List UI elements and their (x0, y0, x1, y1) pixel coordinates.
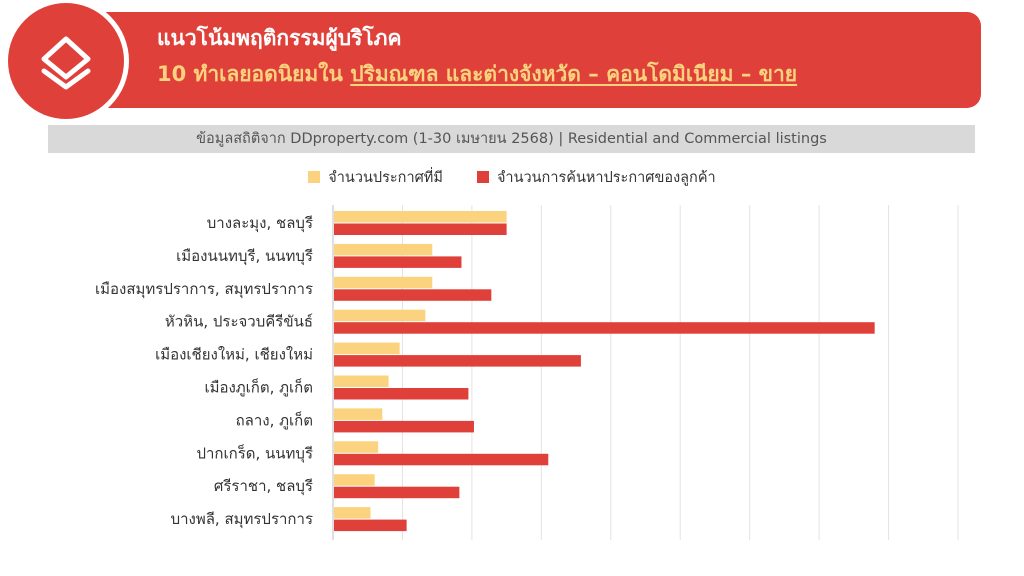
category-label: ศรีราชา, ชลบุรี (214, 477, 313, 496)
category-label: ถลาง, ภูเก็ต (236, 410, 313, 429)
bar-searches (334, 322, 875, 334)
category-label: บางละมุง, ชลบุรี (207, 214, 313, 233)
category-label: เมืองเชียงใหม่, เชียงใหม่ (155, 346, 313, 364)
bar-listings (334, 276, 433, 289)
legend-swatch-searches (476, 171, 489, 183)
bar-searches (334, 223, 507, 235)
category-label: บางพลี, สมุทรปราการ (171, 510, 313, 529)
legend-label-searches: จำนวนการค้นหาประกาศของลูกค้า (496, 169, 716, 186)
bar-listings (334, 211, 507, 223)
bar-listings (334, 309, 426, 322)
logo-badge (8, 3, 124, 119)
category-label: ปากเกร็ด, นนทบุรี (196, 443, 313, 463)
bar-searches (334, 420, 474, 433)
category-label: หัวหิน, ประจวบคีรีขันธ์ (165, 313, 313, 331)
subtitle-highlight: ปริมณฑล และต่างจังหวัด – คอนโดมิเนียม – … (350, 62, 798, 86)
legend-item-listings: จำนวนประกาศที่มี (308, 166, 443, 188)
bar-listings (334, 243, 433, 256)
legend-swatch-listings (308, 171, 321, 183)
bar-listings (334, 474, 375, 486)
bar-listings (334, 408, 383, 420)
ddproperty-house-logo-icon (41, 36, 91, 90)
bar-listings (334, 375, 389, 387)
subtitle-prefix: 10 ทำเลยอดนิยมใน (157, 62, 351, 86)
bar-searches (334, 486, 460, 499)
page-title: แนวโน้มพฤติกรรมผู้บริโภค (157, 26, 402, 50)
category-label: เมืองนนทบุรี, นนทบุรี (176, 247, 313, 266)
source-note: ข้อมูลสถิติจาก DDproperty.com (1-30 เมษา… (48, 125, 975, 153)
page-subtitle: 10 ทำเลยอดนิยมใน ปริมณฑล และต่างจังหวัด … (157, 58, 797, 91)
bar-searches (334, 453, 549, 466)
category-label: เมืองภูเก็ต, ภูเก็ต (204, 378, 313, 397)
bar-searches (334, 388, 469, 400)
bar-searches (334, 256, 462, 268)
bar-listings (334, 441, 379, 453)
bar-listings (334, 507, 371, 519)
header-banner (26, 12, 981, 108)
bar-searches (334, 519, 407, 532)
bar-listings (334, 342, 400, 355)
bar-searches (334, 355, 581, 367)
legend-item-searches: จำนวนการค้นหาประกาศของลูกค้า (476, 166, 716, 188)
legend-label-listings: จำนวนประกาศที่มี (328, 169, 443, 186)
category-label: เมืองสมุทรปราการ, สมุทรปราการ (95, 280, 313, 299)
bar-searches (334, 289, 492, 301)
chart-legend: จำนวนประกาศที่มี จำนวนการค้นหาประกาศของล… (0, 166, 1024, 188)
